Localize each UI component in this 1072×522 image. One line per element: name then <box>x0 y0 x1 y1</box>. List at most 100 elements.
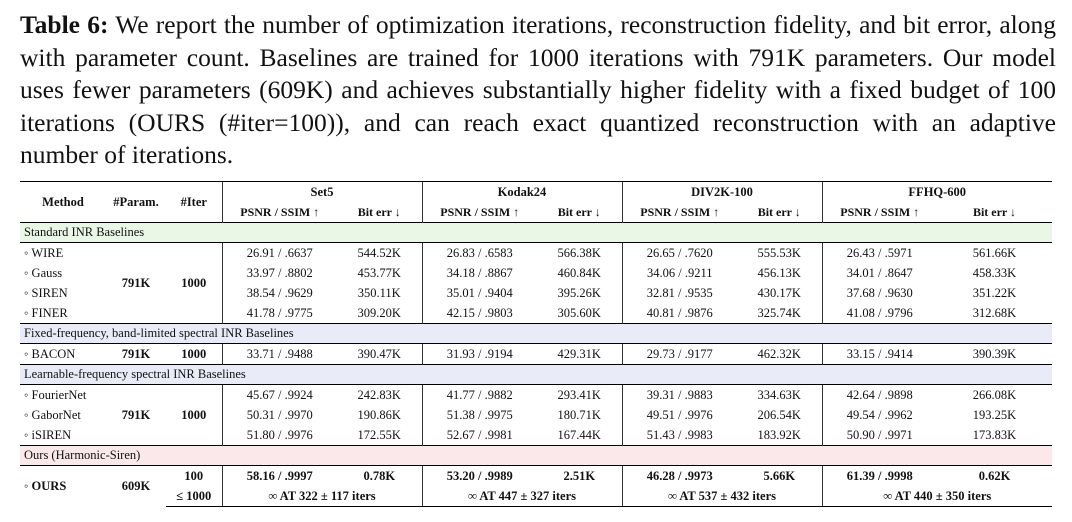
psnr-ssim-cell: 29.73 / .9177 <box>621 343 737 365</box>
table-row: ◦ FINER 41.78 / .9775 309.20K 42.15 / .9803… <box>20 303 1052 324</box>
param-count: 791K <box>106 242 166 324</box>
caption-text: We report the number of optimization ite… <box>20 10 1057 170</box>
metric-header-biterr: Bit err ↓ <box>357 205 401 219</box>
psnr-ssim-cell: 42.15 / .9803 <box>421 303 537 324</box>
param-count: 791K <box>106 384 166 446</box>
section-header-row: Ours (Harmonic-Siren) <box>20 445 1052 466</box>
psnr-ssim-cell: 53.20 / .9989 <box>421 465 537 486</box>
bit-err-cell: 544.52K <box>337 242 422 263</box>
bit-err-cell: 456.13K <box>757 266 801 280</box>
iter-count: 100 <box>166 465 222 486</box>
section-title: Learnable-frequency spectral INR Baselin… <box>20 364 1052 385</box>
psnr-ssim-cell: 34.18 / .8867 <box>421 263 537 283</box>
psnr-ssim-cell: 58.16 / .9997 <box>221 465 337 486</box>
metric-header-psnr: PSNR / SSIM ↑ <box>621 202 737 223</box>
dataset-header: Set5 <box>221 181 422 202</box>
method-name: ◦ SIREN <box>24 286 68 300</box>
section-title: Fixed-frequency, band-limited spectral I… <box>20 323 1052 344</box>
psnr-ssim-cell: 33.97 / .8802 <box>221 263 337 283</box>
bit-err-cell: 206.54K <box>757 408 801 422</box>
psnr-ssim-cell: 34.01 / .8647 <box>821 263 937 283</box>
col-header-param: #Param. <box>106 181 166 223</box>
psnr-ssim-cell: 31.93 / .9194 <box>421 343 537 365</box>
psnr-ssim-cell: 46.28 / .9973 <box>621 465 737 486</box>
psnr-ssim-cell: 40.81 / .9876 <box>621 303 737 324</box>
header-row-datasets: Method #Param. #Iter Set5 Kodak24 DIV2K-… <box>20 181 1052 223</box>
table-row: ◦ WIRE 791K 1000 26.91 / .6637 544.52K 26.83 … <box>20 242 1052 324</box>
psnr-ssim-cell: 50.31 / .9970 <box>221 405 337 425</box>
bit-err-cell: 293.41K <box>537 384 622 405</box>
metric-header-biterr: Bit err ↓ <box>972 205 1017 219</box>
table-caption: Table 6: We report the number of optimiz… <box>20 9 1056 172</box>
psnr-ssim-cell: 33.15 / .9414 <box>821 343 937 365</box>
table-row: ◦ GaborNet 50.31 / .9970 190.86K 51.38 / .9… <box>20 405 1052 425</box>
adaptive-result-cell: ∞ AT 447 ± 327 iters <box>421 486 622 507</box>
psnr-ssim-cell: 32.81 / .9535 <box>621 283 737 303</box>
method-name: ◦ WIRE <box>20 242 106 263</box>
psnr-ssim-cell: 41.08 / .9796 <box>821 303 937 324</box>
bit-err-cell: 167.44K <box>557 428 601 442</box>
psnr-ssim-cell: 26.43 / .5971 <box>821 242 937 263</box>
bit-err-cell: 190.86K <box>357 408 401 422</box>
table-row-ours-adaptive: ≤ 1000 ∞ AT 322 ± 117 iters ∞ AT 447 ± 327… <box>20 486 1052 507</box>
adaptive-result-cell: ∞ AT 440 ± 350 iters <box>821 486 1052 507</box>
section-header-row: Fixed-frequency, band-limited spectral I… <box>20 323 1052 344</box>
method-name: ◦ FourierNet <box>20 384 106 405</box>
psnr-ssim-cell: 39.31 / .9883 <box>621 384 737 405</box>
method-name: ◦ Gauss <box>24 266 63 280</box>
iter-count: ≤ 1000 <box>166 486 222 507</box>
bit-err-cell: 0.62K <box>937 465 1052 486</box>
header-row-metrics: PSNR / SSIM ↑ Bit err ↓ PSNR / SSIM ↑ Bi… <box>20 202 1052 223</box>
psnr-ssim-cell: 41.78 / .9775 <box>221 303 337 324</box>
bit-err-cell: 430.17K <box>757 286 801 300</box>
col-header-method: Method <box>20 181 106 223</box>
psnr-ssim-cell: 41.77 / .9882 <box>421 384 537 405</box>
psnr-ssim-cell: 34.06 / .9211 <box>621 263 737 283</box>
bit-err-cell: 193.25K <box>972 408 1017 422</box>
psnr-ssim-cell: 52.67 / .9981 <box>421 425 537 446</box>
bit-err-cell: 309.20K <box>357 306 401 320</box>
bit-err-cell: 334.63K <box>737 384 822 405</box>
metric-header-psnr: PSNR / SSIM ↑ <box>421 202 537 223</box>
dataset-header: FFHQ-600 <box>821 181 1052 202</box>
bit-err-cell: 350.11K <box>357 286 401 300</box>
adaptive-result-cell: ∞ AT 537 ± 432 iters <box>621 486 822 507</box>
psnr-ssim-cell: 26.91 / .6637 <box>221 242 337 263</box>
section-title: Ours (Harmonic-Siren) <box>20 445 1052 466</box>
bit-err-cell: 566.38K <box>537 242 622 263</box>
psnr-ssim-cell: 50.90 / .9971 <box>821 425 937 446</box>
bit-err-cell: 390.47K <box>337 343 422 365</box>
psnr-ssim-cell: 37.68 / .9630 <box>821 283 937 303</box>
bit-err-cell: 453.77K <box>357 266 401 280</box>
bit-err-cell: 462.32K <box>737 343 822 365</box>
method-name: ◦ iSIREN <box>24 428 72 442</box>
bit-err-cell: 390.39K <box>937 343 1052 365</box>
param-count: 609K <box>106 465 166 507</box>
bit-err-cell: 555.53K <box>737 242 822 263</box>
metric-header-psnr: PSNR / SSIM ↑ <box>821 202 937 223</box>
bit-err-cell: 429.31K <box>537 343 622 365</box>
psnr-ssim-cell: 35.01 / .9404 <box>421 283 537 303</box>
metric-header-psnr: PSNR / SSIM ↑ <box>221 202 337 223</box>
bit-err-cell: 312.68K <box>972 306 1017 320</box>
psnr-ssim-cell: 49.51 / .9976 <box>621 405 737 425</box>
table-row-ours-fixed: ◦ OURS 609K 100 58.16 / .9997 0.78K 53.20 / .… <box>20 465 1052 507</box>
psnr-ssim-cell: 61.39 / .9998 <box>821 465 937 486</box>
method-name: ◦ FINER <box>24 306 68 320</box>
method-name: ◦ GaborNet <box>24 408 81 422</box>
table-row: ◦ Gauss 33.97 / .8802 453.77K 34.18 / .8867… <box>20 263 1052 283</box>
bit-err-cell: 458.33K <box>972 266 1017 280</box>
bit-err-cell: 2.51K <box>537 465 622 486</box>
dataset-header: Kodak24 <box>421 181 622 202</box>
col-header-iter: #Iter <box>166 181 222 223</box>
bit-err-cell: 242.83K <box>337 384 422 405</box>
psnr-ssim-cell: 38.54 / .9629 <box>221 283 337 303</box>
psnr-ssim-cell: 26.65 / .7620 <box>621 242 737 263</box>
table-row: ◦ SIREN 38.54 / .9629 350.11K 35.01 / .9404… <box>20 283 1052 303</box>
bit-err-cell: 180.71K <box>557 408 601 422</box>
psnr-ssim-cell: 51.38 / .9975 <box>421 405 537 425</box>
psnr-ssim-cell: 45.67 / .9924 <box>221 384 337 405</box>
bit-err-cell: 305.60K <box>557 306 601 320</box>
caption-label: Table 6: <box>20 10 109 39</box>
method-name: ◦ BACON <box>20 343 106 365</box>
